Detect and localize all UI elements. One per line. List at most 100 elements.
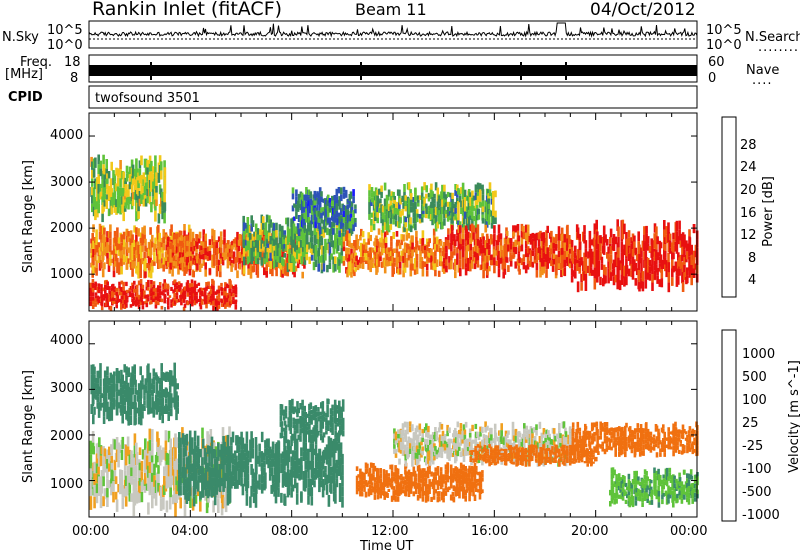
power-cell	[291, 238, 294, 247]
power-cell	[309, 191, 313, 199]
velocity-cell	[138, 485, 142, 494]
power-cell	[413, 269, 417, 275]
power-cell	[584, 248, 588, 258]
nave-trace	[89, 75, 697, 76]
velocity-cell	[275, 442, 279, 451]
power-cell	[484, 206, 488, 213]
power-cell	[412, 212, 416, 218]
velocity-cell	[121, 413, 124, 424]
power-cell	[310, 200, 314, 206]
power-cell	[133, 300, 136, 305]
power-cell	[340, 232, 344, 241]
power-cell	[285, 237, 288, 245]
power-cell	[442, 252, 446, 258]
power-cell	[219, 271, 222, 278]
power-cell	[425, 185, 428, 193]
power-cell	[242, 230, 246, 240]
power-cell	[479, 242, 483, 249]
power-cell	[143, 234, 146, 244]
power-cell	[383, 231, 387, 239]
power-cell	[273, 250, 277, 257]
power-cell	[263, 258, 266, 265]
power-cell	[123, 205, 127, 212]
velocity-cell	[246, 473, 250, 481]
velocity-cell	[330, 466, 333, 476]
power-cell	[97, 283, 101, 287]
power-cell	[341, 203, 344, 212]
power-cell	[392, 267, 395, 275]
power-cell	[472, 195, 476, 201]
power-cell	[128, 166, 132, 175]
power-cell	[154, 210, 157, 222]
power-cell	[338, 238, 341, 246]
velocity-cell	[184, 445, 187, 457]
power-cell	[180, 262, 183, 269]
power-cell	[122, 188, 125, 197]
power-cell	[190, 241, 193, 247]
power-cell	[217, 236, 221, 243]
power-cell	[386, 216, 390, 222]
power-cell	[427, 192, 431, 198]
power-cell	[490, 254, 494, 260]
power-cell	[377, 260, 381, 267]
power-cell	[184, 235, 187, 241]
power-cell	[148, 196, 152, 205]
velocity-cell	[106, 384, 109, 393]
power-cell	[157, 297, 160, 302]
power-cell	[382, 238, 386, 244]
power-cell	[334, 205, 337, 210]
velocity-cell	[119, 477, 122, 486]
power-cell	[112, 170, 115, 178]
velocity-cell	[176, 407, 179, 414]
velocity-cell	[250, 485, 253, 497]
power-cell	[164, 251, 168, 259]
velocity-cell	[147, 372, 150, 381]
power-cell	[367, 232, 370, 239]
power-cell	[496, 245, 500, 251]
power-cell	[130, 159, 134, 168]
power-cell	[96, 201, 99, 210]
power-cell	[312, 261, 316, 271]
power-cell	[131, 289, 134, 293]
power-cell	[435, 236, 439, 245]
velocity-cell	[161, 389, 164, 398]
power-cell	[334, 214, 337, 219]
power-cell	[117, 237, 121, 244]
power-cell	[338, 252, 341, 260]
power-cell	[186, 280, 190, 285]
velocity-cell	[300, 492, 303, 502]
velocity-cell	[339, 442, 343, 450]
velocity-cell	[273, 474, 276, 483]
power-cell	[248, 254, 252, 262]
velocity-cell	[304, 429, 308, 434]
power-cell	[454, 207, 457, 214]
power-cell	[465, 195, 469, 201]
power-cell	[509, 260, 513, 267]
power-cell	[310, 205, 314, 210]
velocity-cell	[185, 433, 189, 446]
velocity-cell	[223, 472, 226, 481]
velocity-cell	[237, 452, 241, 461]
velocity-cell	[209, 468, 212, 476]
velocity-cell	[267, 458, 270, 469]
power-cell	[514, 239, 517, 247]
velocity-cell	[271, 449, 275, 459]
power-cell	[171, 242, 175, 248]
power-cell	[362, 238, 366, 245]
power-cell	[288, 235, 291, 243]
power-cell	[539, 254, 542, 262]
velocity-cell	[147, 363, 150, 372]
power-cell	[342, 217, 346, 223]
power-cell	[163, 176, 167, 185]
power-cell	[409, 193, 413, 200]
velocity-cell	[301, 416, 304, 422]
velocity-cell	[135, 465, 138, 477]
velocity-cell	[108, 406, 111, 414]
velocity-cell	[92, 394, 95, 405]
power-cell	[354, 252, 357, 258]
velocity-cell	[100, 446, 104, 455]
power-cell	[95, 268, 98, 276]
power-cell	[307, 200, 311, 206]
power-cell	[631, 233, 635, 242]
power-cell	[403, 184, 406, 192]
